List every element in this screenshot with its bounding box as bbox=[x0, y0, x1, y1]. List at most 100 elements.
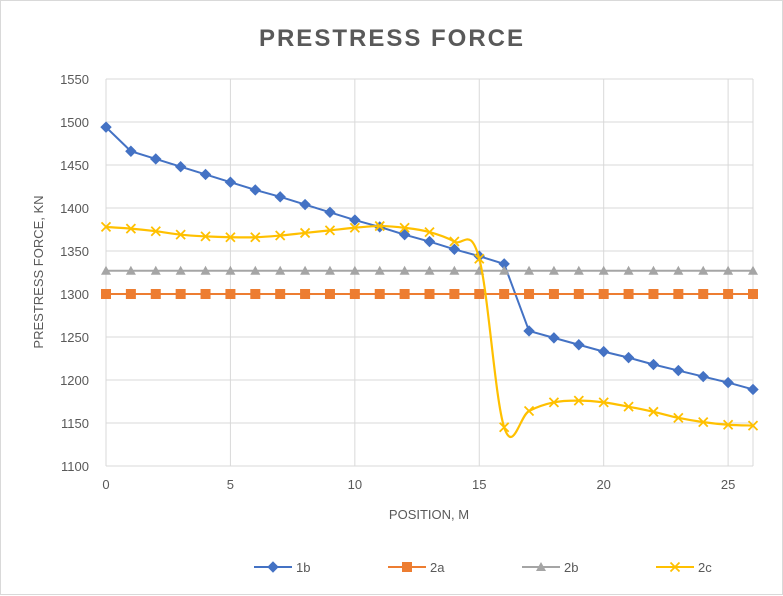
data-point-2c bbox=[225, 232, 236, 243]
y-tick-label: 1300 bbox=[60, 287, 89, 302]
data-point-2a bbox=[748, 289, 758, 299]
data-point-2a bbox=[424, 289, 435, 299]
data-point-2c bbox=[349, 222, 360, 233]
y-axis-title: PRESTRESS FORCE, KN bbox=[31, 195, 46, 348]
legend-label-1b: 1b bbox=[296, 560, 310, 575]
data-point-2a bbox=[449, 289, 460, 299]
data-point-2b bbox=[374, 265, 385, 275]
data-point-1b bbox=[249, 184, 262, 196]
data-point-2a bbox=[150, 289, 161, 299]
series-line-2c bbox=[105, 224, 754, 438]
data-point-1b bbox=[398, 228, 411, 241]
y-tick-label: 1100 bbox=[61, 459, 89, 474]
data-point-2a bbox=[499, 289, 510, 299]
data-point-1b bbox=[299, 198, 311, 211]
data-point-1b bbox=[274, 191, 286, 203]
data-point-2b bbox=[499, 265, 510, 275]
data-point-2b bbox=[275, 265, 286, 275]
data-point-2c bbox=[200, 231, 211, 242]
data-point-1b bbox=[647, 358, 660, 371]
data-point-2c-stroke bbox=[175, 229, 186, 240]
data-point-2c-stroke bbox=[150, 226, 161, 237]
data-point-2c-stroke bbox=[424, 226, 435, 238]
data-point-1b bbox=[125, 145, 137, 157]
data-point-1b bbox=[597, 345, 610, 358]
data-point-2a bbox=[250, 289, 261, 299]
y-tick-label: 1450 bbox=[60, 158, 89, 173]
data-point-2b bbox=[424, 265, 435, 275]
y-tick-label: 1150 bbox=[61, 416, 89, 431]
data-point-2c bbox=[324, 225, 336, 236]
data-point-2c bbox=[299, 227, 311, 239]
data-point-2c bbox=[648, 406, 659, 417]
data-point-1b bbox=[150, 153, 162, 165]
data-point-2c bbox=[250, 232, 261, 243]
data-point-1b bbox=[523, 325, 535, 337]
data-point-2b bbox=[200, 265, 211, 275]
data-point-2a bbox=[125, 289, 136, 299]
data-point-2c-stroke bbox=[648, 406, 659, 417]
data-point-2c-stroke bbox=[598, 397, 609, 408]
data-point-2c-stroke bbox=[623, 401, 634, 412]
data-point-2c-stroke bbox=[225, 232, 236, 243]
series-line-1b bbox=[105, 126, 754, 391]
data-point-2c bbox=[673, 412, 684, 423]
data-point-2a bbox=[573, 289, 584, 299]
data-point-2b bbox=[698, 265, 709, 275]
data-point-2a bbox=[548, 289, 559, 299]
legend-marker-2b bbox=[536, 562, 546, 571]
series-2b bbox=[101, 265, 758, 275]
data-point-2b bbox=[399, 265, 410, 275]
data-point-2a bbox=[324, 289, 335, 299]
data-point-2a bbox=[623, 289, 634, 299]
y-tick-label: 1500 bbox=[60, 115, 89, 130]
data-point-2c-stroke bbox=[200, 231, 211, 242]
data-point-2c bbox=[449, 236, 460, 247]
data-point-2c bbox=[623, 401, 634, 412]
data-point-1b bbox=[423, 235, 436, 248]
x-tick-label: 20 bbox=[596, 477, 610, 492]
data-point-2a bbox=[474, 289, 485, 299]
data-point-2c-stroke bbox=[673, 412, 684, 423]
data-point-2c-stroke bbox=[299, 227, 311, 239]
y-tick-label: 1350 bbox=[60, 244, 89, 259]
legend-label-2c: 2c bbox=[698, 560, 712, 575]
data-point-1b bbox=[174, 161, 187, 173]
data-point-1b bbox=[224, 176, 237, 188]
x-tick-label: 25 bbox=[721, 477, 735, 492]
legend-marker-2c bbox=[669, 561, 681, 573]
data-point-2c-stroke bbox=[275, 230, 286, 241]
data-point-2c-stroke bbox=[449, 236, 460, 247]
y-tick-label: 1250 bbox=[60, 330, 89, 345]
data-point-2c bbox=[722, 419, 734, 430]
data-point-2a bbox=[374, 289, 385, 299]
data-point-2c-stroke bbox=[523, 405, 535, 417]
data-point-2c bbox=[275, 230, 286, 241]
data-point-2c-stroke bbox=[548, 397, 560, 408]
data-point-2b bbox=[300, 265, 311, 275]
data-point-2b bbox=[175, 265, 186, 275]
legend: 1b 2a 2b 2c bbox=[254, 560, 712, 575]
data-point-2a bbox=[698, 289, 709, 299]
data-point-2b bbox=[524, 265, 535, 275]
data-point-2a bbox=[723, 289, 734, 299]
data-point-1b bbox=[349, 214, 361, 226]
data-point-2c bbox=[374, 220, 385, 232]
x-axis-title: POSITION, M bbox=[389, 507, 469, 522]
data-point-1b bbox=[697, 370, 709, 383]
legend-item-2b: 2b bbox=[522, 560, 578, 575]
data-point-2c bbox=[150, 226, 161, 237]
data-point-2b bbox=[125, 265, 136, 275]
legend-marker-2a bbox=[402, 562, 412, 572]
data-point-2c bbox=[548, 397, 560, 408]
data-point-2c-stroke bbox=[573, 395, 584, 406]
data-point-2c-stroke bbox=[250, 232, 261, 243]
data-point-1b bbox=[199, 168, 212, 181]
x-tick-label: 15 bbox=[472, 477, 486, 492]
data-point-2b bbox=[349, 265, 360, 275]
data-point-2c-stroke bbox=[100, 221, 112, 233]
axes: 1100115012001250130013501400145015001550… bbox=[60, 72, 735, 492]
data-point-2c-stroke bbox=[349, 222, 360, 233]
data-point-2c-stroke bbox=[499, 422, 510, 433]
